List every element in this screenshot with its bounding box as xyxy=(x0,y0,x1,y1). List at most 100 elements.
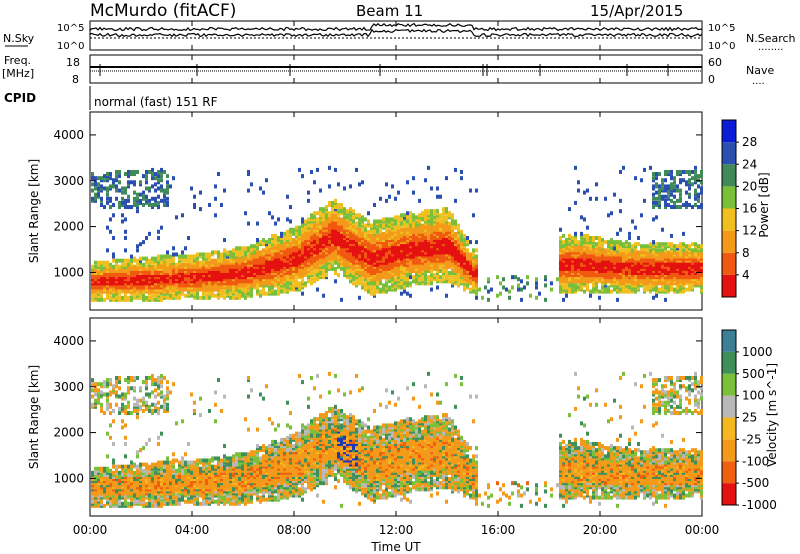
power-cell xyxy=(373,252,376,257)
power-cell xyxy=(628,260,631,265)
power-cell xyxy=(91,275,94,280)
power-cell xyxy=(274,235,277,240)
power-cell xyxy=(601,262,604,267)
power-cell xyxy=(184,275,187,280)
power-cell xyxy=(307,235,310,240)
power-cell xyxy=(181,289,184,294)
power-cell xyxy=(643,252,646,257)
power-cell xyxy=(301,275,304,280)
power-cell xyxy=(583,271,586,276)
power-cell xyxy=(367,254,370,259)
power-cell xyxy=(667,258,670,263)
power-cell xyxy=(169,264,172,269)
power-cell xyxy=(424,258,427,263)
power-cell xyxy=(124,277,127,282)
power-cell xyxy=(385,231,388,236)
power-cell xyxy=(394,252,397,257)
power-cell xyxy=(436,223,439,228)
power-cell xyxy=(217,295,220,300)
power-cell xyxy=(430,287,433,292)
power-cell xyxy=(277,235,280,240)
power-cell xyxy=(373,277,376,282)
power-cell xyxy=(424,221,427,226)
power-cell xyxy=(655,287,658,292)
power-cell xyxy=(391,219,394,224)
power-cell xyxy=(382,240,385,245)
power-cell xyxy=(391,227,394,232)
power-cell xyxy=(124,258,127,263)
power-cell xyxy=(427,254,430,259)
power-cell xyxy=(358,254,361,259)
power-cell xyxy=(124,229,127,234)
power-cell xyxy=(451,219,454,224)
power-cell xyxy=(388,256,391,261)
power-cell xyxy=(262,250,265,255)
power-cell xyxy=(583,275,586,280)
power-cell xyxy=(634,242,637,247)
power-cell xyxy=(448,211,451,216)
power-cell xyxy=(568,287,571,292)
power-cell xyxy=(112,281,115,286)
power-cell xyxy=(328,240,331,245)
power-cell xyxy=(103,287,106,292)
power-cell xyxy=(187,281,190,286)
power-cell xyxy=(331,207,334,212)
power-cell xyxy=(679,246,682,251)
power-cell xyxy=(133,266,136,271)
power-cell xyxy=(655,190,658,195)
power-cell xyxy=(112,277,115,282)
power-cell xyxy=(577,277,580,282)
power-cell xyxy=(319,213,322,218)
power-cell xyxy=(580,287,583,292)
power-cell xyxy=(307,238,310,243)
power-cell xyxy=(445,211,448,216)
power-cell xyxy=(664,289,667,294)
power-cell xyxy=(253,266,256,271)
power-cell xyxy=(292,260,295,265)
power-cell xyxy=(472,271,475,276)
power-cell xyxy=(679,252,682,257)
power-cell xyxy=(319,238,322,243)
power-cell xyxy=(373,293,376,298)
power-cell xyxy=(469,277,472,282)
power-cell xyxy=(334,250,337,255)
power-cell xyxy=(235,254,238,259)
power-cell xyxy=(166,260,169,265)
power-cell xyxy=(343,256,346,261)
power-cell xyxy=(700,180,703,185)
power-cell xyxy=(574,279,577,284)
power-cell xyxy=(109,279,112,284)
power-cell xyxy=(649,244,652,249)
power-cell xyxy=(280,256,283,261)
power-cell xyxy=(580,279,583,284)
power-cell xyxy=(595,273,598,278)
power-cell xyxy=(115,275,118,280)
power-cell xyxy=(241,256,244,261)
power-cell xyxy=(262,264,265,269)
power-cell xyxy=(361,248,364,253)
power-cell xyxy=(415,271,418,276)
power-cell xyxy=(688,182,691,187)
power-cell xyxy=(343,207,346,212)
power-cell xyxy=(379,279,382,284)
power-cell xyxy=(412,225,415,230)
power-cell xyxy=(331,238,334,243)
power-cell xyxy=(340,250,343,255)
power-cell xyxy=(145,268,148,273)
power-cell xyxy=(241,293,244,298)
power-cell xyxy=(451,238,454,243)
power-cell xyxy=(469,188,472,193)
colorbar-tick-label: 24 xyxy=(742,157,757,171)
power-cell xyxy=(622,273,625,278)
power-cell xyxy=(472,273,475,278)
power-cell xyxy=(376,223,379,228)
power-cell xyxy=(451,275,454,280)
power-cell xyxy=(394,287,397,292)
power-cell xyxy=(124,287,127,292)
power-cell xyxy=(370,242,373,247)
power-cell xyxy=(424,242,427,247)
power-cell xyxy=(265,291,268,296)
power-cell xyxy=(421,217,424,222)
power-cell xyxy=(106,285,109,290)
power-cell xyxy=(364,250,367,255)
